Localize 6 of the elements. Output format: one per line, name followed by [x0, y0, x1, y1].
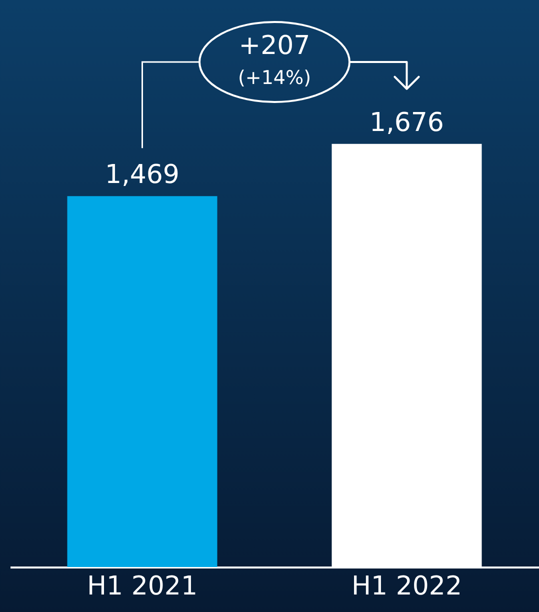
data-label: 1,469 [105, 160, 180, 190]
text: +207 [238, 31, 310, 61]
data-label: 1,676 [370, 108, 444, 138]
text: (+14%) [238, 67, 311, 89]
x-tick-label: H1 2022 [351, 572, 462, 602]
x-tick-label: H1 2021 [86, 572, 198, 602]
